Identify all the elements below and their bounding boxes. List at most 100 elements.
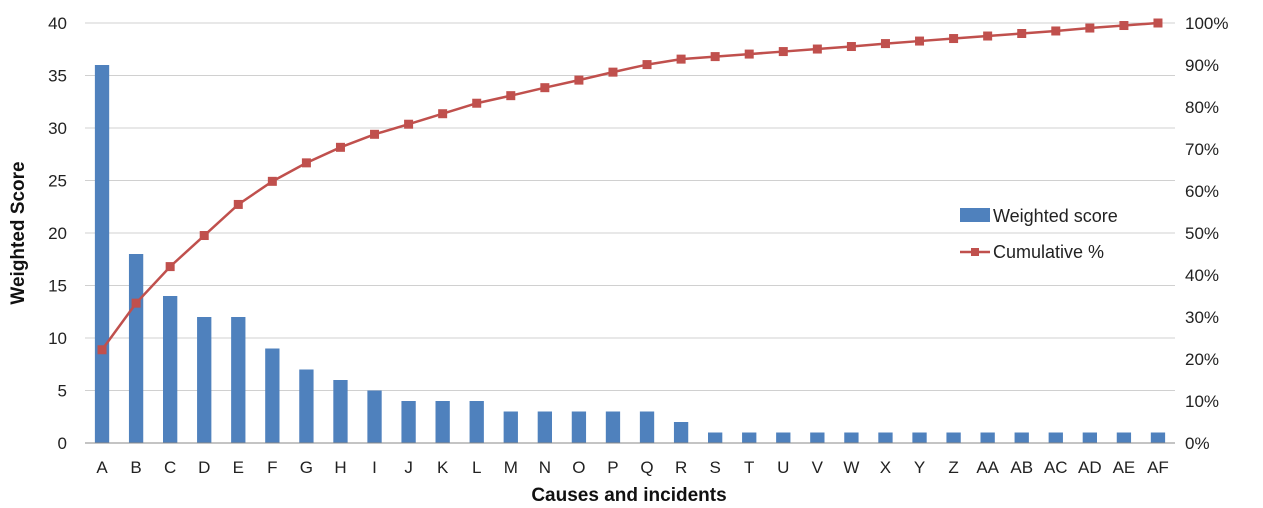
bar — [163, 296, 178, 443]
x-tick-label: B — [130, 458, 141, 477]
bar — [197, 317, 212, 443]
y-tick-label: 10 — [48, 329, 67, 348]
x-tick-label: R — [675, 458, 687, 477]
y2-tick-label: 90% — [1185, 56, 1219, 75]
cumulative-point — [540, 83, 550, 93]
x-axis-title: Causes and incidents — [531, 485, 726, 506]
cumulative-point — [812, 44, 822, 54]
x-tick-label: K — [437, 458, 449, 477]
bar — [401, 401, 416, 443]
cumulative-point — [642, 60, 652, 70]
x-tick-label: S — [709, 458, 720, 477]
cumulative-point — [301, 158, 311, 168]
bar — [265, 348, 280, 443]
x-tick-label: J — [404, 458, 413, 477]
bar — [299, 369, 314, 443]
right-axis-ticks: 0% 10% 20% 30% 40% 50% 60% 70% 80% 90% 100% — [1185, 14, 1228, 453]
x-tick-label: AB — [1010, 458, 1033, 477]
bar — [708, 432, 723, 443]
bar — [469, 401, 484, 443]
cumulative-point — [97, 345, 107, 355]
cumulative-point — [335, 142, 345, 152]
legend-label-cumulative: Cumulative % — [993, 242, 1104, 262]
bar — [673, 422, 689, 443]
legend-swatch-weighted-score — [960, 208, 990, 222]
cumulative-point — [1085, 23, 1095, 33]
y2-tick-label: 50% — [1185, 224, 1219, 243]
cumulative-points — [97, 18, 1163, 355]
gridlines — [85, 22, 1175, 391]
y-tick-label: 0 — [58, 434, 67, 453]
bar — [1116, 432, 1132, 443]
x-tick-label: AA — [976, 458, 999, 477]
bar — [231, 317, 246, 443]
cumulative-point — [1051, 26, 1061, 36]
bar — [435, 401, 450, 443]
cumulative-point — [506, 91, 516, 101]
y-tick-label: 35 — [48, 67, 67, 86]
cumulative-point — [915, 36, 925, 46]
cumulative-point — [131, 298, 141, 308]
y2-tick-label: 0% — [1185, 434, 1210, 453]
bar — [605, 411, 621, 443]
cumulative-point — [472, 98, 482, 108]
cumulative-point — [608, 67, 618, 77]
cumulative-point — [233, 199, 243, 209]
cumulative-point — [199, 231, 209, 241]
y-axis-title: Weighted Score — [8, 161, 29, 304]
x-tick-label: Z — [948, 458, 958, 477]
cumulative-polyline — [101, 21, 1159, 351]
x-tick-label: L — [472, 458, 481, 477]
y2-tick-label: 70% — [1185, 140, 1219, 159]
cumulative-point — [1017, 29, 1027, 38]
left-axis-ticks: 0 5 10 15 20 25 30 35 40 — [48, 14, 67, 453]
x-tick-label: F — [267, 458, 277, 477]
x-tick-label: E — [233, 458, 244, 477]
bar — [844, 432, 859, 443]
bar — [333, 380, 348, 443]
legend-label-weighted-score: Weighted score — [993, 206, 1118, 226]
x-tick-label: O — [572, 458, 585, 477]
cumulative-point — [880, 39, 890, 49]
x-tick-label: AF — [1147, 458, 1169, 477]
cumulative-point — [404, 119, 414, 129]
y2-tick-label: 80% — [1185, 98, 1219, 117]
cumulative-point — [165, 262, 175, 272]
x-tick-label: Y — [914, 458, 925, 477]
cumulative-point — [574, 75, 584, 85]
y2-tick-label: 20% — [1185, 350, 1219, 369]
cumulative-point — [778, 47, 788, 57]
cumulative-point — [949, 34, 959, 44]
legend-swatch-cumulative-marker — [971, 248, 979, 256]
bar — [639, 411, 655, 443]
cumulative-line — [101, 21, 1159, 351]
y2-tick-label: 60% — [1185, 182, 1219, 201]
x-tick-label: AC — [1044, 458, 1068, 477]
y-tick-label: 25 — [48, 172, 67, 191]
bar — [946, 432, 961, 443]
cumulative-point — [438, 109, 448, 119]
bar — [776, 432, 791, 443]
x-tick-label: AE — [1113, 458, 1136, 477]
x-tick-label: AD — [1078, 458, 1102, 477]
x-tick-label: U — [777, 458, 789, 477]
x-tick-label: X — [880, 458, 891, 477]
bar — [912, 432, 927, 443]
y-tick-label: 5 — [58, 382, 67, 401]
legend: Weighted score Cumulative % — [960, 206, 1118, 262]
cumulative-point — [710, 52, 720, 62]
cumulative-point — [267, 176, 277, 186]
bar — [742, 432, 757, 443]
y2-tick-label: 30% — [1185, 308, 1219, 327]
bar — [571, 411, 587, 443]
x-tick-label: M — [504, 458, 518, 477]
x-tick-label: W — [843, 458, 859, 477]
x-tick-label: T — [744, 458, 754, 477]
bar — [810, 432, 825, 443]
x-tick-label: I — [372, 458, 377, 477]
y2-tick-label: 100% — [1185, 14, 1228, 33]
x-axis-ticks: A B C D E F G H I J K L M N O P Q R S T U V W X Y Z AA AB AC AD AE AF — [96, 458, 1168, 477]
cumulative-point — [983, 31, 993, 41]
x-tick-label: V — [812, 458, 824, 477]
bar — [1082, 432, 1097, 443]
